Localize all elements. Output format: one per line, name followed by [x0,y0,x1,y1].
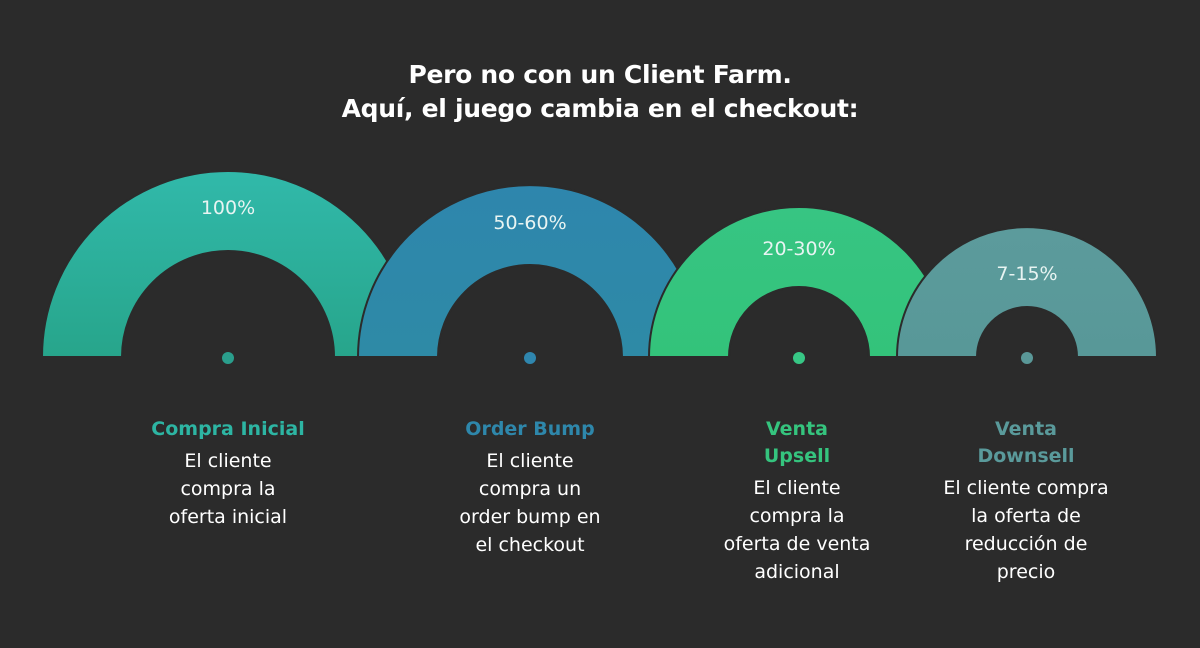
stage-venta-upsell: Venta Upsell El cliente compra la oferta de … [677,416,917,586]
stage-description-line: compra un [478,478,582,500]
stage-description: El cliente compra la oferta inicial [108,447,348,531]
stage-title: Venta Downsell [906,416,1146,470]
stage-title: Compra Inicial [108,416,348,443]
stage-title-line: Downsell [977,445,1075,467]
stage-description-line: El cliente [753,477,841,499]
stage-description: El cliente compra la oferta de venta adicio… [677,474,917,586]
stage-description-line: El cliente compra [943,477,1109,499]
stage-title-line: Compra Inicial [151,418,305,440]
title-line-2: Aquí, el juego cambia en el checkout: [341,94,859,123]
stage-title-line: Upsell [763,445,831,467]
stage-order-bump: Order Bump El cliente compra un order bump … [410,416,650,559]
stage-description-line: order bump en [459,506,601,528]
stage-compra-inicial: Compra Inicial El cliente compra la oferta … [108,416,348,531]
stage-description-line: oferta inicial [168,506,288,528]
stage-dot-venta-downsell [1021,352,1033,364]
stage-dot-venta-upsell [793,352,805,364]
stage-description: El cliente compra la oferta de reducción d… [906,474,1146,586]
percent-label-venta-downsell: 7-15% [996,263,1057,285]
percent-label-order-bump: 50-60% [493,212,566,234]
title-line-1: Pero no con un Client Farm. [408,60,792,89]
stage-description-line: adicional [754,561,840,583]
stage-description-line: oferta de venta [723,533,871,555]
stage-description-line: El cliente [486,450,574,472]
page-title: Pero no con un Client Farm. Aquí, el jue… [0,58,1200,126]
stage-venta-downsell: Venta Downsell El cliente compra la oferta … [906,416,1146,586]
stage-title-line: Order Bump [465,418,595,440]
stage-title-line: Venta [766,418,828,440]
stage-dot-order-bump [524,352,536,364]
stage-title: Order Bump [410,416,650,443]
percent-label-compra-inicial: 100% [201,197,255,219]
stage-description-line: la oferta de [971,505,1081,527]
funnel-arc-venta-downsell [895,226,1159,358]
stage-title-line: Venta [995,418,1057,440]
stage-description-line: El cliente [184,450,272,472]
percent-label-venta-upsell: 20-30% [762,238,835,260]
stage-description-line: precio [996,561,1056,583]
stage-title: Venta Upsell [677,416,917,470]
stage-description-line: reducción de [964,533,1088,555]
stage-description-line: el checkout [475,534,585,556]
stage-description-line: compra la [749,505,845,527]
stage-dot-compra-inicial [222,352,234,364]
stage-description-line: compra la [180,478,276,500]
stage-description: El cliente compra un order bump en el check… [410,447,650,559]
